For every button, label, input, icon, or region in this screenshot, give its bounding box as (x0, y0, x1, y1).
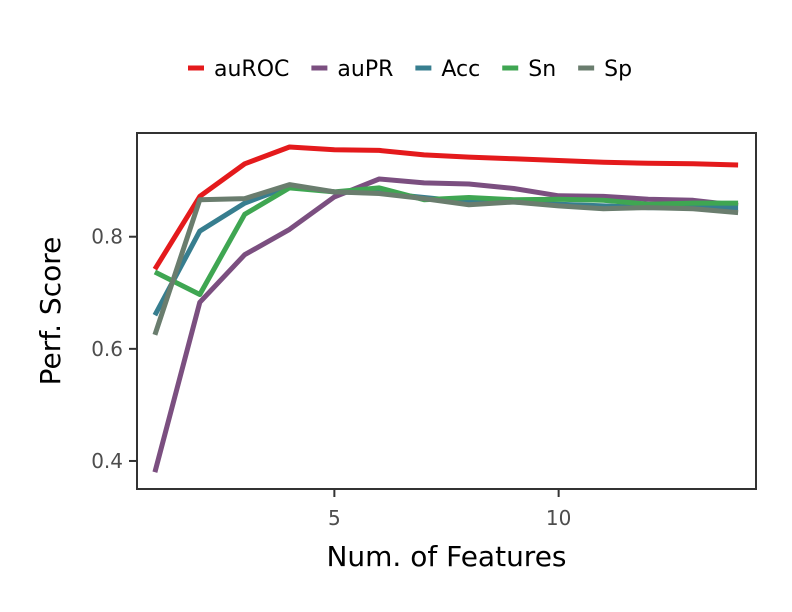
x-axis: 5 10 (328, 489, 571, 530)
plot-panel (136, 132, 757, 490)
series-line-auroc (152, 144, 739, 271)
series-line-sn (153, 185, 739, 297)
legend-label-aupr: auPR (337, 57, 393, 82)
x-tick-label: 5 (328, 506, 341, 530)
series-line-aupr (152, 176, 739, 473)
y-axis: 0.4 0.6 0.8 (91, 225, 137, 473)
series-line-sp (152, 182, 739, 336)
legend-label-acc: Acc (441, 57, 480, 82)
x-tick-label: 10 (546, 506, 571, 530)
legend-label-auroc: auROC (214, 57, 289, 82)
series-layer (152, 144, 739, 473)
y-axis-title: Perf. Score (34, 237, 67, 386)
x-axis-title: Num. of Features (326, 540, 566, 573)
y-tick-label: 0.8 (91, 225, 123, 249)
chart-legend: auROC auPR Acc Sn Sp (188, 57, 632, 82)
y-tick-label: 0.4 (91, 449, 123, 473)
legend-label-sp: Sp (604, 57, 632, 82)
y-tick-label: 0.6 (91, 337, 123, 361)
legend-label-sn: Sn (528, 57, 556, 82)
